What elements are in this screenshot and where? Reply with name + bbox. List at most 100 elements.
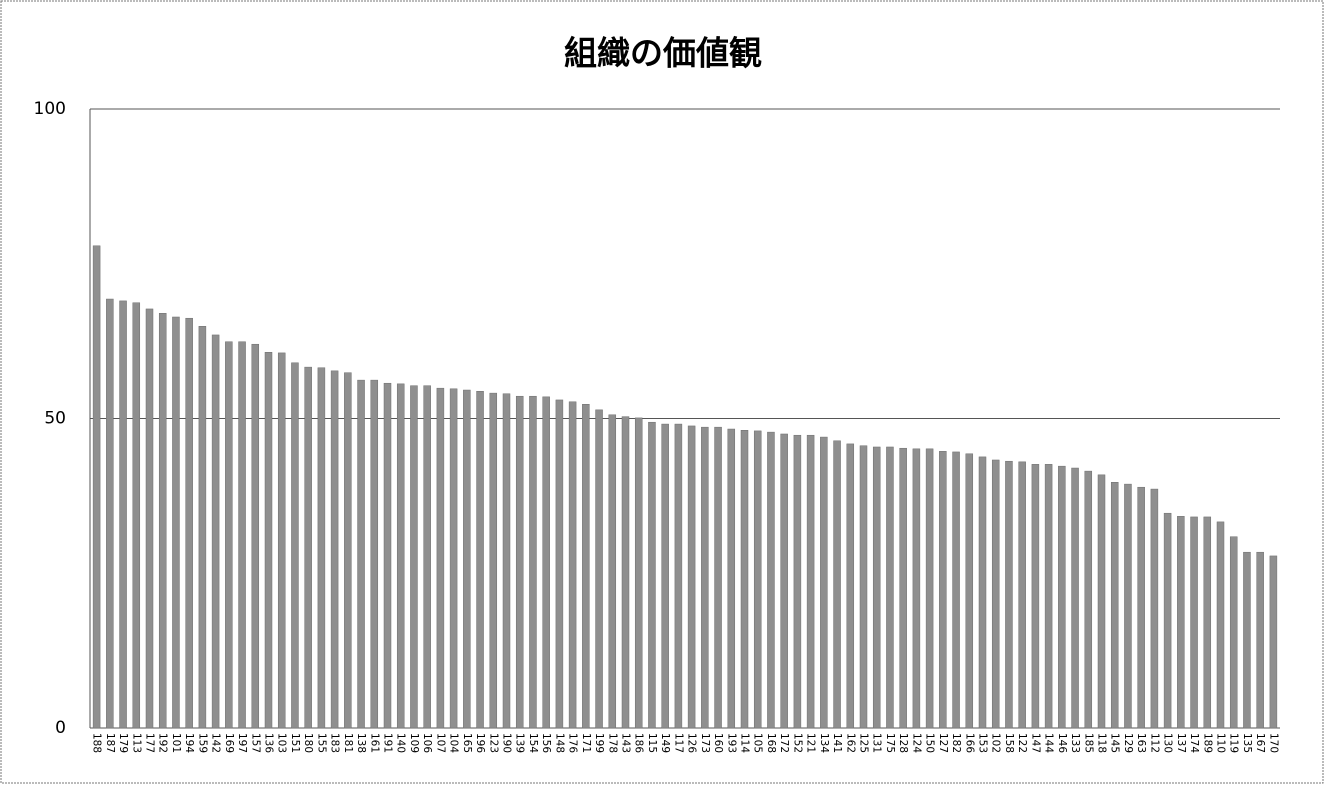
bar	[1150, 488, 1159, 729]
bar	[1190, 516, 1198, 729]
bar	[1256, 551, 1264, 729]
x-tick-label: 145	[1109, 733, 1121, 753]
x-tick-label: 124	[910, 733, 922, 753]
bar	[634, 417, 643, 729]
x-tick-label: 168	[765, 733, 777, 753]
x-tick-label: 187	[104, 733, 116, 753]
bar	[899, 447, 907, 729]
x-tick-label: 191	[382, 733, 394, 753]
bar	[1071, 467, 1079, 729]
x-tick-label: 171	[580, 733, 592, 753]
x-tick-label: 181	[342, 733, 354, 753]
bar	[846, 443, 855, 729]
x-tick-label: 139	[514, 733, 526, 753]
x-tick-label: 189	[1201, 733, 1213, 753]
chart-title: 組織の価値観	[564, 34, 762, 73]
bar	[357, 379, 365, 729]
x-tick-label: 134	[818, 733, 830, 753]
x-tick-label: 151	[289, 733, 301, 753]
x-tick-label: 149	[659, 733, 671, 753]
x-tick-label: 182	[950, 733, 962, 753]
x-tick-label: 176	[567, 733, 579, 753]
x-tick-label: 185	[1082, 733, 1094, 753]
bar	[476, 391, 484, 729]
x-tick-label: 194	[183, 733, 195, 753]
x-tick-label: 105	[752, 733, 764, 753]
x-tick-label: 110	[1215, 733, 1227, 753]
bar	[1005, 460, 1013, 729]
x-tick-label: 109	[408, 733, 420, 753]
x-tick-label: 106	[421, 733, 433, 753]
bar	[106, 298, 114, 729]
x-tick-label: 156	[540, 733, 552, 753]
x-tick-label: 138	[355, 733, 367, 753]
x-tick-label: 136	[263, 733, 275, 753]
x-tick-label: 199	[593, 733, 605, 753]
x-tick-label: 148	[553, 733, 565, 753]
bar	[1216, 521, 1225, 729]
bar	[727, 428, 736, 729]
bar	[225, 341, 233, 729]
bar	[277, 352, 286, 729]
bar	[1097, 474, 1106, 729]
x-tick-label: 118	[1096, 733, 1108, 753]
bar	[661, 423, 669, 729]
bar	[542, 396, 550, 729]
x-tick-label: 178	[606, 733, 618, 753]
x-tick-label: 114	[739, 733, 751, 753]
x-tick-label: 112	[1148, 733, 1160, 753]
x-tick-label: 162	[844, 733, 856, 753]
bar	[502, 393, 511, 729]
x-tick-label: 175	[884, 733, 896, 753]
x-tick-label: 167	[1254, 733, 1266, 753]
x-tick-label: 166	[963, 733, 975, 753]
x-tick-label: 152	[791, 733, 803, 753]
bar	[648, 421, 656, 729]
bar	[449, 388, 458, 729]
bar	[317, 367, 326, 729]
bar	[383, 382, 392, 729]
bar	[582, 404, 590, 729]
bar	[753, 430, 762, 729]
x-tick-label: 117	[672, 733, 684, 753]
y-tick-label: 0	[55, 718, 66, 738]
x-tick-label: 135	[1241, 733, 1253, 753]
x-tick-label: 192	[157, 733, 169, 753]
x-tick-label: 128	[897, 733, 909, 753]
x-tick-label: 170	[1267, 733, 1279, 753]
x-tick-label: 143	[620, 733, 632, 753]
bar	[859, 445, 868, 729]
bar	[172, 316, 180, 729]
bar	[701, 426, 709, 729]
x-tick-label: 154	[527, 733, 539, 753]
bar	[1163, 512, 1172, 729]
bar	[251, 343, 260, 729]
y-tick-label: 100	[34, 99, 66, 119]
x-tick-label: 146	[1056, 733, 1068, 753]
bar	[132, 302, 141, 729]
bar	[145, 308, 154, 729]
bar	[515, 395, 524, 729]
x-tick-label: 129	[1122, 733, 1134, 753]
x-tick-label: 153	[977, 733, 989, 753]
bar	[1058, 465, 1066, 729]
bar	[1203, 516, 1212, 729]
x-tick-label: 140	[395, 733, 407, 753]
bar	[92, 245, 101, 729]
x-tick-label: 188	[91, 733, 103, 753]
x-tick-label: 150	[924, 733, 936, 753]
bar	[185, 317, 193, 729]
bar	[740, 430, 749, 729]
x-tick-label: 197	[236, 733, 248, 753]
bar	[344, 372, 352, 729]
bar	[1124, 483, 1132, 729]
bar	[714, 426, 722, 729]
x-tick-label: 193	[725, 733, 737, 753]
x-tick-label: 161	[368, 733, 380, 753]
bar	[952, 451, 960, 729]
bar	[939, 451, 947, 729]
bar	[1137, 486, 1145, 729]
bar	[1177, 516, 1185, 729]
bar	[621, 416, 630, 729]
y-tick-label: 50	[44, 409, 66, 429]
